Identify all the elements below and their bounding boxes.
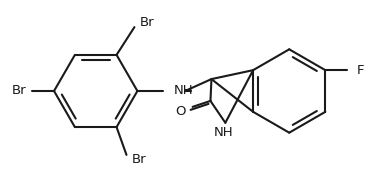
Text: Br: Br [12,84,26,98]
Text: F: F [357,64,364,77]
Text: Br: Br [132,153,147,166]
Text: Br: Br [140,16,155,29]
Text: NH: NH [214,126,233,139]
Text: O: O [175,105,186,118]
Text: NH: NH [174,84,194,96]
